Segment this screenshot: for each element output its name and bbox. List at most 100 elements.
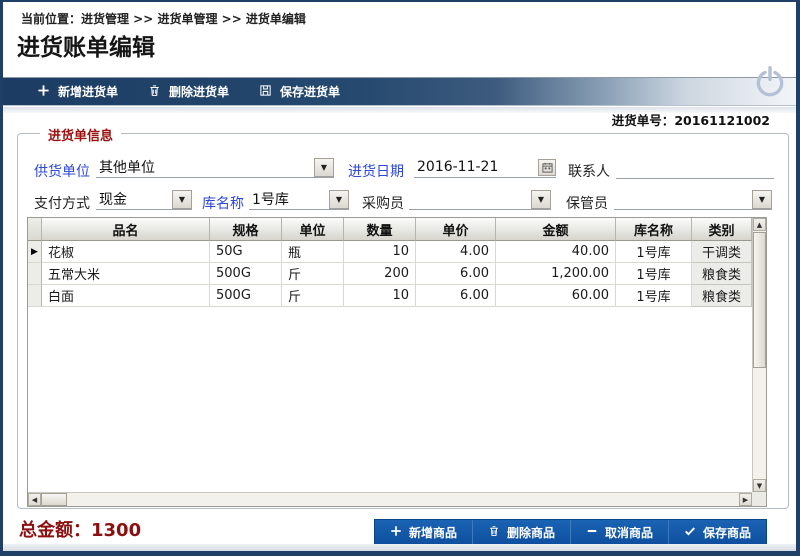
vertical-scrollbar[interactable]: ▲ ▼: [752, 218, 766, 492]
col-header-category[interactable]: 类别: [692, 218, 752, 241]
total-label: 总金额：: [19, 520, 91, 541]
cell-name[interactable]: 花椒: [42, 241, 210, 263]
cell-price[interactable]: 4.00: [416, 241, 496, 263]
plus-icon: [390, 525, 402, 540]
col-header-name[interactable]: 品名: [42, 218, 210, 241]
cell-qty[interactable]: 10: [344, 285, 416, 307]
date-label: 进货日期: [348, 164, 404, 180]
cell-price[interactable]: 6.00: [416, 285, 496, 307]
cell-spec[interactable]: 50G: [210, 241, 282, 263]
table-header-row: 品名 规格 单位 数量 单价 金额 库名称 类别: [28, 218, 766, 241]
delete-order-label: 删除进货单: [169, 85, 230, 99]
total-amount: 总金额：1300: [19, 516, 141, 542]
chevron-down-icon[interactable]: ▼: [531, 189, 551, 209]
cancel-item-button[interactable]: 取消商品: [571, 520, 669, 544]
cell-name[interactable]: 五常大米: [42, 263, 210, 285]
cell-qty[interactable]: 200: [344, 263, 416, 285]
cell-category[interactable]: 干调类: [692, 241, 752, 263]
supplier-label: 供货单位: [34, 164, 90, 180]
minus-icon: [586, 525, 598, 540]
scroll-track[interactable]: [67, 493, 739, 506]
keeper-select[interactable]: ▼: [614, 189, 772, 210]
breadcrumb: 当前位置：进货管理 >> 进货单管理 >> 进货单编辑: [21, 12, 306, 26]
cell-spec[interactable]: 500G: [210, 285, 282, 307]
warehouse-value: 1号库: [252, 192, 289, 208]
contact-label: 联系人: [568, 164, 610, 180]
warehouse-select[interactable]: 1号库 ▼: [249, 189, 349, 210]
col-header-unit[interactable]: 单位: [282, 218, 344, 241]
row-selector[interactable]: [28, 263, 42, 285]
supplier-value: 其他单位: [99, 160, 155, 176]
payment-select[interactable]: 现金 ▼: [96, 189, 192, 210]
cell-unit[interactable]: 斤: [282, 263, 344, 285]
scroll-down-icon[interactable]: ▼: [753, 479, 766, 492]
cell-amount[interactable]: 1,200.00: [496, 263, 616, 285]
cell-spec[interactable]: 500G: [210, 263, 282, 285]
selector-header: [28, 218, 42, 241]
chevron-down-icon[interactable]: ▼: [752, 189, 772, 209]
cell-price[interactable]: 6.00: [416, 263, 496, 285]
trash-icon: [148, 84, 161, 100]
keeper-label: 保管员: [566, 196, 608, 212]
scroll-left-icon[interactable]: ◀: [28, 493, 41, 506]
table-row[interactable]: 五常大米 500G 斤 200 6.00 1,200.00 1号库 粮食类: [28, 263, 766, 285]
scroll-up-icon[interactable]: ▲: [753, 218, 766, 231]
plus-icon: [37, 84, 50, 100]
order-number-value: 20161121002: [674, 113, 770, 128]
cell-warehouse[interactable]: 1号库: [616, 241, 692, 263]
add-order-label: 新增进货单: [58, 85, 119, 99]
save-order-button[interactable]: 保存进货单: [259, 83, 340, 100]
toolbar: 新增进货单 删除进货单 保存进货单: [3, 77, 796, 106]
save-item-button[interactable]: 保存商品: [669, 520, 766, 544]
add-item-label: 新增商品: [408, 525, 457, 540]
vertical-scrollbar-thumb[interactable]: [753, 232, 766, 368]
cell-unit[interactable]: 瓶: [282, 241, 344, 263]
cell-qty[interactable]: 10: [344, 241, 416, 263]
cell-amount[interactable]: 60.00: [496, 285, 616, 307]
table-row[interactable]: ▶ 花椒 50G 瓶 10 4.00 40.00 1号库 干调类: [28, 241, 766, 263]
cell-warehouse[interactable]: 1号库: [616, 263, 692, 285]
delete-item-label: 删除商品: [506, 525, 555, 540]
chevron-down-icon[interactable]: ▼: [314, 157, 334, 177]
cell-category[interactable]: 粮食类: [692, 285, 752, 307]
add-item-button[interactable]: 新增商品: [375, 520, 473, 544]
cell-unit[interactable]: 斤: [282, 285, 344, 307]
cell-warehouse[interactable]: 1号库: [616, 285, 692, 307]
order-number-label: 进货单号：: [611, 113, 675, 128]
payment-label: 支付方式: [34, 196, 90, 212]
power-button[interactable]: [752, 64, 788, 100]
delete-item-button[interactable]: 删除商品: [473, 520, 571, 544]
cell-amount[interactable]: 40.00: [496, 241, 616, 263]
save-item-label: 保存商品: [702, 525, 751, 540]
supplier-select[interactable]: 其他单位 ▼: [96, 157, 334, 178]
cell-category[interactable]: 粮食类: [692, 263, 752, 285]
delete-order-button[interactable]: 删除进货单: [148, 83, 229, 100]
chevron-down-icon[interactable]: ▼: [329, 189, 349, 209]
col-header-spec[interactable]: 规格: [210, 218, 282, 241]
horizontal-scrollbar[interactable]: ◀ ▶: [28, 492, 752, 506]
col-header-amount[interactable]: 金额: [496, 218, 616, 241]
col-header-price[interactable]: 单价: [416, 218, 496, 241]
total-value: 1300: [91, 520, 142, 541]
buyer-select[interactable]: ▼: [409, 189, 551, 210]
payment-value: 现金: [99, 192, 127, 208]
cell-name[interactable]: 白面: [42, 285, 210, 307]
bottom-strip: [3, 544, 796, 551]
col-header-warehouse[interactable]: 库名称: [616, 218, 692, 241]
chevron-down-icon[interactable]: ▼: [172, 189, 192, 209]
save-icon: [259, 84, 272, 100]
current-row-icon[interactable]: ▶: [28, 241, 42, 263]
items-table: 品名 规格 单位 数量 单价 金额 库名称 类别 ▶ 花椒 50G 瓶 10 4…: [27, 217, 767, 507]
table-row[interactable]: 白面 500G 斤 10 6.00 60.00 1号库 粮食类: [28, 285, 766, 307]
date-field[interactable]: 2016-11-21: [414, 157, 556, 178]
row-selector[interactable]: [28, 285, 42, 307]
cancel-item-label: 取消商品: [604, 525, 653, 540]
contact-input[interactable]: [616, 157, 774, 179]
horizontal-scrollbar-thumb[interactable]: [41, 493, 67, 506]
footer-button-bar: 新增商品 删除商品 取消商品 保存商品: [373, 519, 767, 545]
add-order-button[interactable]: 新增进货单: [37, 83, 118, 100]
scroll-right-icon[interactable]: ▶: [739, 493, 752, 506]
calendar-icon[interactable]: [538, 158, 556, 176]
col-header-qty[interactable]: 数量: [344, 218, 416, 241]
